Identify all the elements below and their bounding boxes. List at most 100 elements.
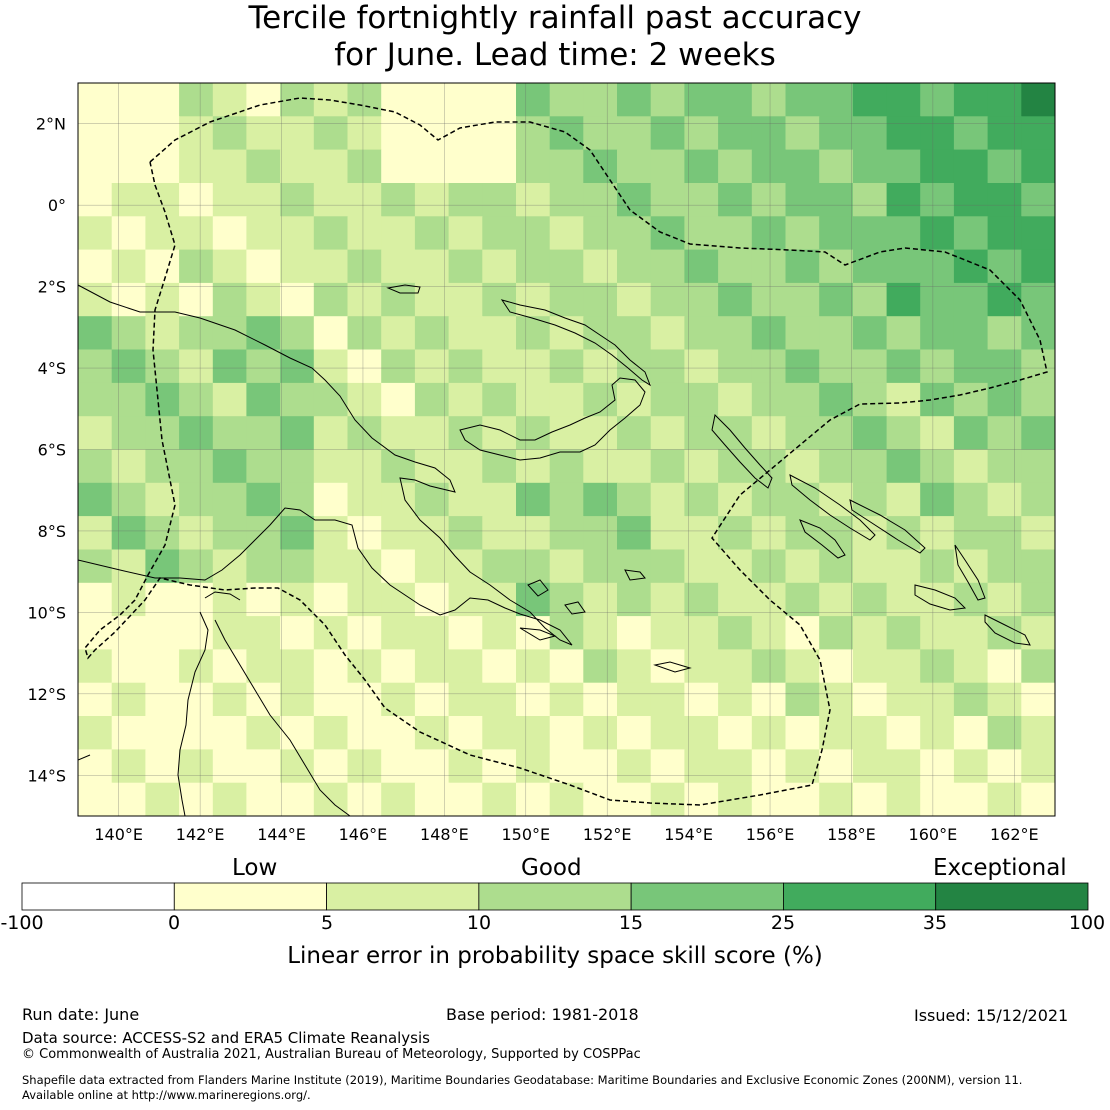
skill-grid-cell bbox=[751, 282, 787, 317]
skill-grid-cell bbox=[280, 416, 315, 451]
new-guinea-coastline bbox=[78, 284, 573, 646]
skill-grid-cell bbox=[179, 116, 214, 151]
skill-grid-cell bbox=[886, 83, 921, 117]
skill-grid-cell bbox=[482, 382, 517, 417]
colorbar-segment bbox=[783, 882, 937, 911]
data-source: Data source: ACCESS-S2 and ERA5 Climate … bbox=[22, 1029, 430, 1047]
skill-grid-cell bbox=[179, 716, 214, 750]
skill-grid-cell bbox=[583, 549, 618, 584]
skill-grid-cell bbox=[516, 749, 551, 784]
longitude-tick-label: 142°E bbox=[176, 825, 225, 844]
skill-grid-cell bbox=[347, 349, 382, 384]
skill-grid-cell bbox=[448, 216, 483, 251]
skill-grid-cell bbox=[617, 282, 652, 317]
skill-grid-cell bbox=[448, 616, 483, 650]
skill-grid-cell bbox=[111, 83, 146, 117]
skill-grid-cell bbox=[381, 649, 416, 684]
skill-grid-cell bbox=[650, 649, 685, 684]
skill-grid-cell bbox=[684, 549, 719, 584]
skill-grid-cell bbox=[1021, 116, 1055, 151]
skill-grid-cell bbox=[111, 516, 146, 550]
skill-grid-cell bbox=[819, 449, 854, 484]
eez-boundary bbox=[84, 97, 1048, 806]
skill-grid-cell bbox=[246, 749, 281, 784]
skill-grid-cell bbox=[414, 449, 450, 484]
skill-grid-cell bbox=[751, 249, 787, 284]
skill-grid-cell bbox=[111, 649, 146, 684]
longitude-tick-label: 156°E bbox=[746, 825, 795, 844]
skill-score-grid bbox=[78, 83, 1055, 816]
colorbar-segment bbox=[326, 882, 480, 911]
skill-grid-cell bbox=[684, 616, 719, 650]
skill-grid-cell bbox=[987, 616, 1022, 650]
skill-grid-cell bbox=[448, 349, 483, 384]
skill-grid-cell bbox=[650, 349, 685, 384]
skill-grid-cell bbox=[718, 183, 753, 217]
skill-grid-cell bbox=[852, 549, 888, 584]
skill-grid-cell bbox=[381, 83, 416, 117]
skill-grid-cell bbox=[684, 249, 719, 284]
skill-grid-cell bbox=[920, 716, 955, 750]
skill-grid-cell bbox=[583, 649, 618, 684]
guadalcanal-coastline bbox=[914, 584, 967, 611]
skill-grid-cell bbox=[852, 149, 888, 184]
skill-grid-cell bbox=[313, 282, 349, 317]
skill-grid-cell bbox=[617, 616, 652, 650]
skill-grid-cell bbox=[785, 716, 820, 750]
skill-grid-cell bbox=[718, 582, 753, 617]
colorbar-segment bbox=[630, 882, 784, 911]
skill-grid-cell bbox=[78, 416, 113, 451]
skill-grid-cell bbox=[549, 382, 584, 417]
colorbar-tick-label: 5 bbox=[320, 912, 334, 934]
skill-grid-cell bbox=[852, 349, 888, 384]
skill-grid-cell bbox=[145, 382, 180, 417]
skill-grid-cell bbox=[414, 749, 450, 784]
skill-grid-cell bbox=[886, 149, 921, 184]
skill-grid-cell bbox=[852, 716, 888, 750]
skill-grid-cell bbox=[920, 316, 955, 351]
skill-grid-cell bbox=[347, 116, 382, 151]
skill-grid-cell bbox=[650, 516, 685, 550]
skill-grid-cell bbox=[516, 449, 551, 484]
skill-grid-cell bbox=[414, 682, 450, 717]
skill-grid-cell bbox=[280, 149, 315, 184]
skill-grid-cell bbox=[280, 716, 315, 750]
skill-grid-cell bbox=[583, 582, 618, 617]
skill-grid-cell bbox=[78, 249, 113, 284]
skill-grid-cell bbox=[212, 649, 248, 684]
skill-grid-cell bbox=[785, 782, 820, 816]
skill-grid-cell bbox=[111, 749, 146, 784]
skill-grid-cell bbox=[482, 516, 517, 550]
latitude-tick-label: 8°S bbox=[38, 522, 66, 541]
skill-grid-cell bbox=[953, 482, 989, 517]
base-period: Base period: 1981-2018 bbox=[446, 1005, 639, 1024]
skill-grid-cell bbox=[549, 549, 584, 584]
skill-grid-cell bbox=[718, 349, 753, 384]
skill-grid-cell bbox=[516, 616, 551, 650]
skill-grid-cell bbox=[650, 116, 685, 151]
skill-grid-cell bbox=[583, 449, 618, 484]
colorbar-tick-label: 25 bbox=[770, 912, 796, 934]
skill-grid-cell bbox=[516, 83, 551, 117]
skill-grid-cell bbox=[179, 183, 214, 217]
skill-grid-cell bbox=[381, 149, 416, 184]
skill-grid-cell bbox=[617, 316, 652, 351]
skill-grid-cell bbox=[953, 516, 989, 550]
skill-grid-cell bbox=[886, 716, 921, 750]
skill-grid-cell bbox=[987, 149, 1022, 184]
skill-grid-cell bbox=[381, 482, 416, 517]
copyright: © Commonwealth of Australia 2021, Austra… bbox=[22, 1047, 641, 1062]
skill-grid-cell bbox=[852, 216, 888, 251]
skill-grid-cell bbox=[852, 749, 888, 784]
skill-grid-cell bbox=[920, 549, 955, 584]
skill-grid-cell bbox=[751, 316, 787, 351]
skill-grid-cell bbox=[313, 416, 349, 451]
skill-grid-cell bbox=[751, 449, 787, 484]
shapefile-credit-line-1: Shapefile data extracted from Flanders M… bbox=[22, 1073, 1023, 1087]
skill-grid-cell bbox=[751, 183, 787, 217]
skill-grid-cell bbox=[280, 116, 315, 151]
skill-grid-cell bbox=[920, 782, 955, 816]
skill-grid-cell bbox=[78, 582, 113, 617]
skill-grid-cell bbox=[751, 482, 787, 517]
skill-grid-cell bbox=[953, 616, 989, 650]
